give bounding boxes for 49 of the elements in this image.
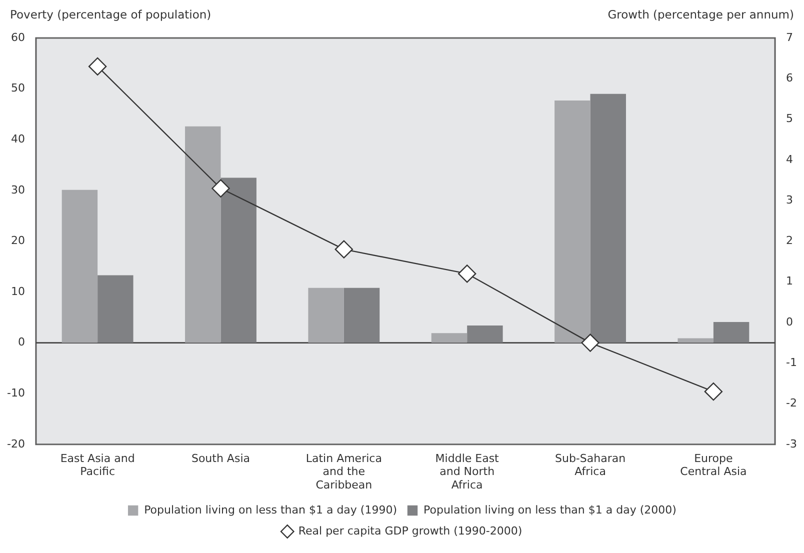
bar: [678, 338, 714, 343]
legend-label: Population living on less than $1 a day (1990): [144, 503, 398, 516]
bar: [554, 100, 590, 343]
y-tick-label: 50: [10, 82, 25, 95]
bar: [713, 322, 750, 343]
bar: [590, 94, 626, 343]
point: [334, 240, 354, 258]
y2-tick-label: 4: [786, 152, 794, 166]
bar: [344, 288, 380, 343]
x-tick-label: Middle East and North Africa: [435, 452, 500, 492]
legend-label: Real per capita GDP growth (1990-2000): [298, 524, 522, 538]
y2-tick-label: -2: [786, 396, 797, 410]
point: [88, 57, 107, 76]
y-tick-label: 40: [10, 132, 25, 146]
y2-tick-label: 0: [786, 315, 794, 328]
bar: [431, 333, 468, 343]
x-tick-label: Latin America and the Caribbean: [306, 452, 382, 492]
y-tick-label: -20: [7, 437, 25, 450]
bar: [98, 275, 134, 343]
y2-tick-label: 6: [786, 72, 794, 84]
y-axis-title: Poverty (percentage of population): [10, 8, 212, 22]
point: [458, 264, 476, 283]
y2-tick-label: 3: [786, 193, 794, 206]
y2-tick-label: 2: [786, 234, 794, 248]
y-tick-label: 30: [10, 183, 25, 196]
x-tick-label: Europe Central Asia: [680, 452, 747, 478]
bar: [467, 326, 503, 343]
y-tick-label: 20: [10, 234, 25, 248]
y-tick-label: 60: [10, 30, 25, 44]
bar: [62, 190, 98, 343]
x-tick-label: East Asia and Pacific: [60, 452, 135, 478]
y2-tick-label: -1: [786, 356, 797, 369]
x-tick-label: South Asia: [191, 452, 250, 465]
legend-label: Population living on less than $1 a day (2000): [424, 503, 676, 516]
x-tick-label: Sub-Saharan Africa: [554, 452, 626, 478]
point: [212, 179, 230, 198]
y-tick-label: -10: [7, 386, 25, 400]
bar: [220, 178, 256, 343]
bar: [185, 126, 221, 343]
point: [581, 334, 600, 352]
y2-axis-title: Growth (percentage per annum): [608, 8, 794, 22]
point: [704, 382, 723, 401]
y-tick-label: 10: [10, 284, 25, 298]
y2-tick-label: 7: [786, 30, 794, 44]
bar: [308, 288, 344, 343]
y-tick-label: 0: [18, 336, 25, 349]
y2-tick-label: 5: [786, 112, 794, 126]
y2-tick-label: -3: [786, 437, 797, 450]
y2-tick-label: 1: [786, 274, 794, 288]
